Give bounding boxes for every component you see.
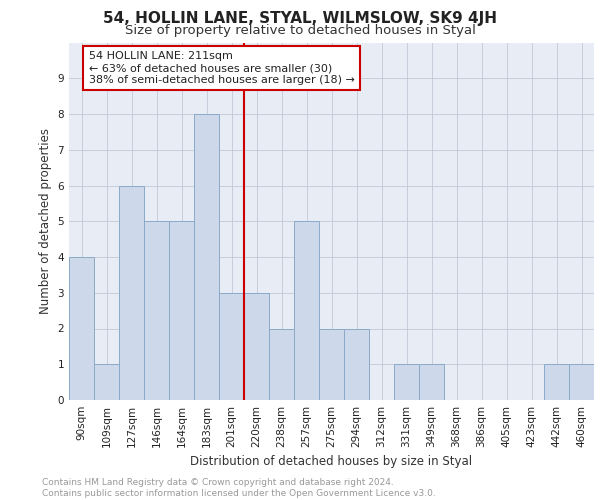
Bar <box>294 221 319 400</box>
Bar <box>569 364 594 400</box>
Bar <box>269 328 294 400</box>
Bar <box>69 257 94 400</box>
Text: Size of property relative to detached houses in Styal: Size of property relative to detached ho… <box>125 24 475 37</box>
Bar <box>319 328 344 400</box>
Text: Contains HM Land Registry data © Crown copyright and database right 2024.
Contai: Contains HM Land Registry data © Crown c… <box>42 478 436 498</box>
Text: 54 HOLLIN LANE: 211sqm
← 63% of detached houses are smaller (30)
38% of semi-det: 54 HOLLIN LANE: 211sqm ← 63% of detached… <box>89 52 355 84</box>
Bar <box>119 186 144 400</box>
Bar <box>94 364 119 400</box>
Bar <box>169 221 194 400</box>
Bar <box>144 221 169 400</box>
Bar <box>544 364 569 400</box>
Bar <box>394 364 419 400</box>
Y-axis label: Number of detached properties: Number of detached properties <box>39 128 52 314</box>
Bar <box>219 292 244 400</box>
Text: 54, HOLLIN LANE, STYAL, WILMSLOW, SK9 4JH: 54, HOLLIN LANE, STYAL, WILMSLOW, SK9 4J… <box>103 11 497 26</box>
Bar <box>344 328 369 400</box>
Bar <box>419 364 444 400</box>
Bar <box>194 114 219 400</box>
Bar <box>244 292 269 400</box>
X-axis label: Distribution of detached houses by size in Styal: Distribution of detached houses by size … <box>190 456 473 468</box>
